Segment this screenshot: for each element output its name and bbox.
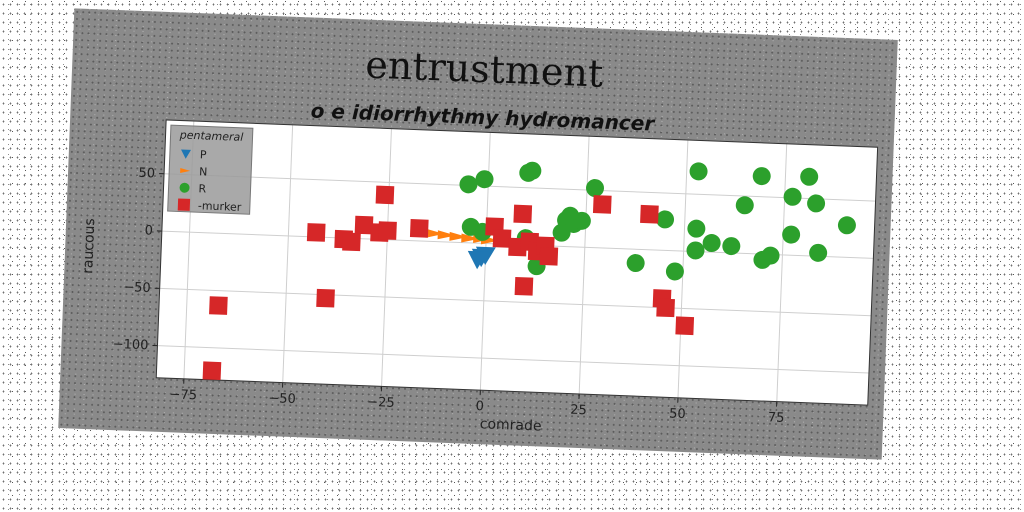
data-point	[702, 234, 721, 253]
data-point	[342, 232, 361, 252]
y-tick-label: −100	[112, 337, 148, 353]
y-axis-label: raucous	[80, 218, 98, 274]
data-point	[375, 185, 395, 205]
data-point	[640, 204, 659, 224]
y-gridline	[157, 345, 869, 374]
data-point	[572, 211, 591, 230]
data-point	[552, 223, 571, 242]
data-point	[459, 175, 478, 194]
plot-frame	[155, 119, 879, 406]
x-tick-label: 25	[570, 403, 587, 419]
data-point	[316, 288, 335, 308]
series-p	[467, 246, 496, 270]
legend-label: -murker	[198, 199, 242, 214]
data-point	[735, 196, 754, 215]
x-gridline	[381, 128, 392, 387]
legend: pentameral PNR -murker	[167, 124, 254, 215]
data-point	[437, 230, 456, 240]
data-point	[523, 161, 542, 180]
y-gridline	[164, 173, 876, 202]
x-tick-label: −50	[268, 391, 296, 407]
legend-marker	[177, 198, 191, 211]
x-tick-label: −75	[169, 387, 197, 403]
data-point	[656, 298, 675, 318]
data-point	[722, 237, 741, 256]
legend-marker	[179, 182, 190, 193]
data-point	[675, 316, 695, 336]
data-point	[449, 231, 468, 241]
chart-figure: entrustment o e idiorrhythmy hydromancer…	[58, 8, 898, 460]
x-gridline	[776, 143, 788, 402]
data-point	[656, 210, 675, 229]
chart-title: entrustment	[365, 43, 604, 96]
data-point	[354, 215, 374, 235]
data-point	[467, 250, 488, 270]
data-point	[626, 254, 645, 273]
data-point	[513, 204, 533, 224]
data-point	[492, 229, 512, 248]
x-tick-label: 75	[768, 410, 785, 426]
y-tick-label: 0	[144, 223, 153, 238]
data-point	[592, 195, 612, 214]
data-point	[800, 167, 819, 186]
x-gridline	[578, 136, 590, 395]
plot-area	[156, 119, 878, 406]
y-gridline	[159, 287, 872, 317]
data-point	[306, 223, 326, 242]
legend-marker	[181, 149, 192, 159]
data-point	[425, 228, 444, 238]
data-point	[539, 246, 559, 266]
data-point	[475, 170, 494, 189]
data-point	[753, 250, 772, 269]
legend-title: pentameral	[179, 128, 244, 143]
y-tick-label: 50	[138, 166, 155, 182]
data-point	[687, 219, 706, 238]
x-tick-label: −25	[367, 395, 395, 411]
legend-label: P	[200, 148, 207, 161]
data-point	[665, 262, 684, 281]
legend-label: N	[199, 165, 208, 178]
x-tick-label: 0	[475, 399, 484, 414]
data-point	[586, 179, 605, 198]
data-point	[752, 167, 771, 186]
data-point	[782, 225, 801, 244]
data-point	[202, 361, 222, 381]
data-point	[378, 221, 397, 240]
data-point	[461, 233, 480, 243]
data-point	[475, 246, 496, 265]
data-point	[809, 243, 828, 262]
scatter-plot: entrustment o e idiorrhythmy hydromancer…	[80, 43, 879, 435]
data-point	[409, 219, 429, 238]
data-point	[686, 241, 705, 260]
data-point	[783, 187, 802, 206]
data-point	[209, 296, 228, 315]
axes: −75 −50 −25 0 25 50 75 −100 −50 0 50	[112, 119, 879, 426]
x-tick-label: 50	[669, 406, 686, 422]
legend-label: R	[198, 182, 206, 195]
legend-marker	[180, 168, 191, 174]
data-point	[689, 162, 708, 181]
series-murker	[202, 185, 695, 381]
x-axis-label: comrade	[480, 416, 542, 434]
legend-box	[167, 124, 254, 215]
data-marks	[202, 161, 856, 381]
data-point	[807, 194, 826, 213]
data-point	[514, 276, 534, 296]
data-point	[837, 216, 856, 235]
x-gridline	[282, 124, 294, 383]
y-tick-label: −50	[123, 280, 151, 296]
